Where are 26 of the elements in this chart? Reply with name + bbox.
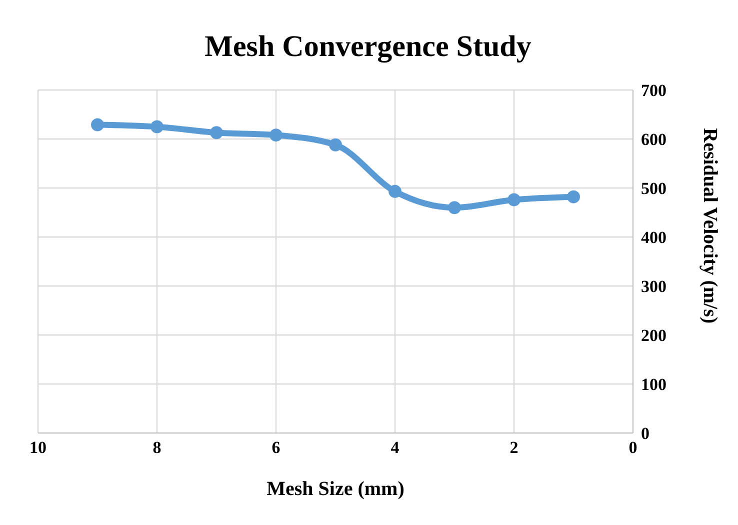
y-tick-label: 100	[641, 375, 666, 394]
point	[150, 120, 164, 134]
point	[448, 201, 461, 214]
point	[329, 138, 342, 152]
point	[210, 126, 223, 140]
y-axis-title: Residual Velocity (m/s)	[698, 128, 722, 324]
point	[91, 118, 104, 132]
x-tick-label: 2	[510, 438, 518, 458]
x-tick-label: 10	[30, 438, 46, 458]
x-tick-label: 0	[628, 438, 638, 458]
y-tick-label: 0	[641, 424, 650, 444]
x-axis-title: Mesh Size (mm)	[266, 478, 404, 500]
y-tick-label: 600	[641, 130, 666, 150]
chart-title: Mesh Convergence Study	[204, 30, 532, 64]
point	[270, 128, 282, 142]
point	[508, 193, 520, 206]
x-tick-label: 6	[272, 438, 280, 458]
y-tick-label: 700	[641, 81, 666, 100]
y-tick-label: 400	[641, 228, 666, 248]
y-tick-label: 300	[641, 277, 666, 296]
point	[567, 190, 580, 204]
x-tick-label: 8	[152, 438, 162, 458]
y-tick-label: 500	[641, 179, 666, 198]
point	[388, 184, 402, 198]
y-tick-label: 200	[641, 326, 666, 346]
x-tick-label: 4	[390, 438, 400, 458]
